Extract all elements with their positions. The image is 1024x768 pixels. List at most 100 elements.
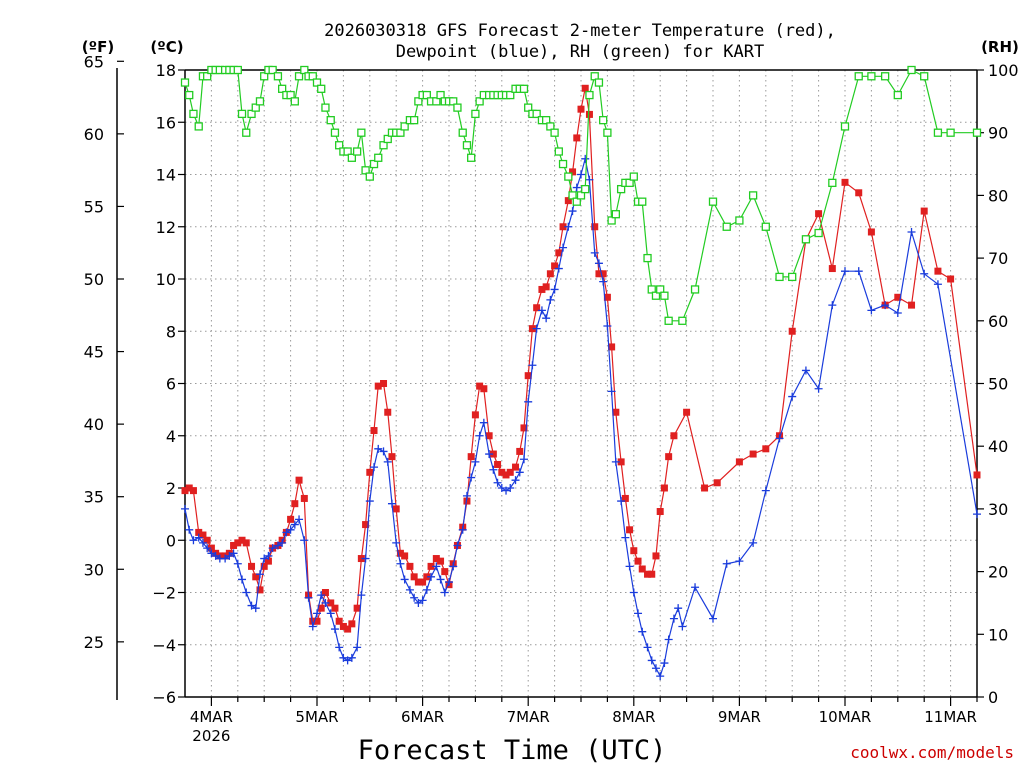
rh-point [379, 141, 388, 150]
dewpoint-point [304, 593, 313, 602]
temperature-point [384, 408, 392, 416]
rh-point [255, 97, 265, 106]
dewpoint-point [493, 478, 502, 487]
dewpoint-point [387, 499, 396, 508]
rh-point [880, 72, 890, 81]
dewpoint-point [189, 536, 198, 545]
dewpoint-point [617, 497, 626, 506]
rh-point [365, 172, 374, 181]
rh-point [237, 109, 247, 119]
temperature-point [644, 570, 652, 578]
temperature-point [867, 228, 875, 236]
dewpoint-point [255, 570, 264, 579]
dewpoint-point [515, 468, 524, 477]
fahrenheit-tick-label: 55 [84, 197, 104, 216]
rh-tick-label: 60 [988, 312, 1008, 331]
temperature-point [423, 573, 431, 581]
rh-point [308, 72, 317, 81]
temperature-point [591, 223, 599, 231]
dewpoint-point [471, 457, 480, 466]
temperature-point [238, 536, 246, 544]
dewpoint-point [479, 418, 488, 427]
dewpoint-point [313, 609, 321, 618]
dewpoint-point [383, 457, 392, 466]
rh-tick-label: 20 [988, 563, 1008, 582]
dewpoint-point [181, 504, 189, 513]
dewpoint-point [542, 314, 551, 323]
dewpoint-point [290, 520, 299, 529]
fahrenheit-tick-label: 30 [84, 560, 104, 579]
temperature-point [608, 343, 616, 351]
fahrenheit-tick-label: 60 [84, 125, 104, 144]
dewpoint-point [300, 536, 309, 545]
temperature-point [735, 458, 743, 466]
dewpoint-point [273, 541, 282, 550]
rh-point [335, 141, 344, 150]
temperature-point [648, 570, 656, 578]
temperature-point [520, 424, 528, 432]
gridlines [185, 69, 977, 698]
temperature-point [203, 536, 211, 544]
temperature-point [713, 479, 721, 487]
rh-point [453, 103, 462, 112]
rh-point [629, 172, 638, 181]
dewpoint-point [854, 267, 863, 276]
dewpoint-point [396, 559, 405, 568]
temperature-point [516, 447, 524, 455]
rh-point [678, 316, 687, 325]
celsius-tick-label: 10 [156, 270, 176, 289]
dewpoint-point [449, 562, 458, 571]
temperature-point [683, 408, 691, 416]
dewpoint-point [907, 227, 916, 236]
dewpoint-point [559, 243, 568, 252]
temperature-point [185, 484, 193, 492]
temperature-point [427, 562, 435, 570]
dewpoint-point [590, 248, 599, 257]
rh-point [854, 72, 863, 81]
rh-point [603, 128, 612, 137]
temperature-point [585, 110, 593, 118]
rh-point [357, 128, 366, 137]
dewpoint-point [432, 562, 441, 571]
dewpoint-point [651, 664, 660, 673]
temperature-point [551, 262, 559, 270]
dewpoint-point [709, 614, 717, 623]
rh-point [708, 197, 718, 206]
dewpoint-point [519, 455, 528, 464]
temperature-point [300, 494, 308, 502]
temperature-point [321, 589, 329, 596]
temperature-point [380, 380, 388, 387]
dewpoint-point [242, 588, 251, 597]
dewpoint-point [475, 431, 484, 440]
rh-tick-label: 50 [988, 375, 1008, 394]
dewpoint-point [221, 554, 230, 563]
temperature-point [542, 283, 550, 291]
celsius-tick-label: 18 [156, 61, 176, 80]
temperature-point [581, 84, 589, 92]
dewpoint-point [233, 559, 242, 568]
dewpoint-point [198, 538, 207, 547]
dewpoint-point [621, 533, 630, 542]
y-tick-labels: −6 −4 −2 0 2 4 6 8 10 12 14 16 18 25 30 35 40 45 50 55 60 65 0… [84, 52, 1019, 707]
rh-point [449, 97, 458, 106]
rh-point [247, 109, 256, 119]
temperature-point [841, 178, 849, 186]
dewpoint-point [467, 473, 476, 482]
temperature-point [603, 293, 611, 301]
dewpoint-point [577, 170, 585, 179]
temperature-point [506, 468, 514, 476]
temperature-point [348, 620, 356, 628]
fahrenheit-tick-label: 35 [84, 488, 104, 507]
temperature-point [660, 484, 668, 492]
temperature-point [656, 508, 664, 516]
temperature-point [634, 557, 642, 565]
fahrenheit-tick-label: 25 [84, 633, 104, 652]
dewpoint-point [489, 465, 498, 474]
x-axis-title: Forecast Time (UTC) [358, 735, 667, 766]
dewpoint-point [264, 551, 273, 560]
rh-point [576, 191, 586, 200]
chart-title-line-2: Dewpoint (blue), RH (green) for KART [396, 42, 764, 62]
temperature-point [414, 578, 422, 586]
dewpoint-point [546, 295, 555, 304]
dewpoint-point [647, 656, 656, 665]
